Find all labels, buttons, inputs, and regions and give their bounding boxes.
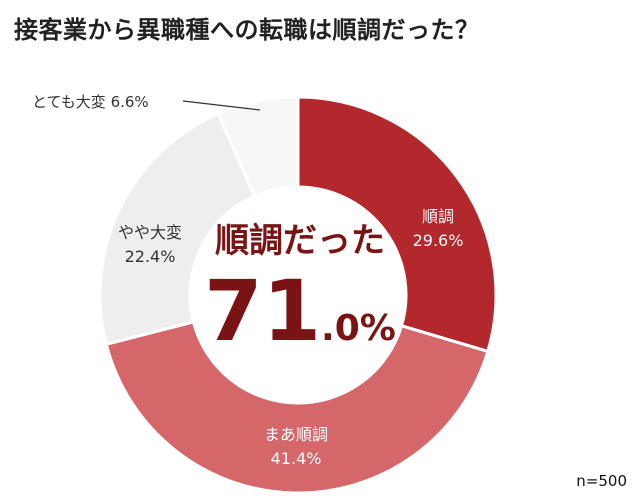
slice-label-name: まあ順調 (264, 425, 328, 444)
donut-slice (296, 95, 498, 354)
center-percentage: 71.0% (204, 262, 396, 360)
slice-label: とても大変 6.6% (32, 93, 149, 111)
slice-label-value: 22.4% (125, 247, 176, 266)
center-small-number: .0% (321, 308, 396, 349)
slice-label-name: やや大変 (118, 223, 182, 242)
chart-title: 接客業から異職種への転職は順調だった？ (14, 16, 480, 44)
slice-label-value: 41.4% (271, 449, 322, 468)
donut-slices (98, 95, 498, 495)
leader-line (182, 100, 261, 111)
donut-slice (98, 111, 257, 347)
sample-size: n=500 (576, 472, 627, 490)
center-headline: 順調だった (215, 221, 385, 261)
slice-labels: 順調 29.6% まあ順調 41.4% やや大変 22.4% とても大変 6.6% (32, 93, 463, 468)
donut-slice (216, 95, 300, 199)
center-big-number: 71 (204, 262, 321, 360)
donut-slice (104, 320, 490, 495)
slice-label-name: 順調 (422, 207, 454, 226)
slice-label-value: 29.6% (413, 231, 464, 250)
